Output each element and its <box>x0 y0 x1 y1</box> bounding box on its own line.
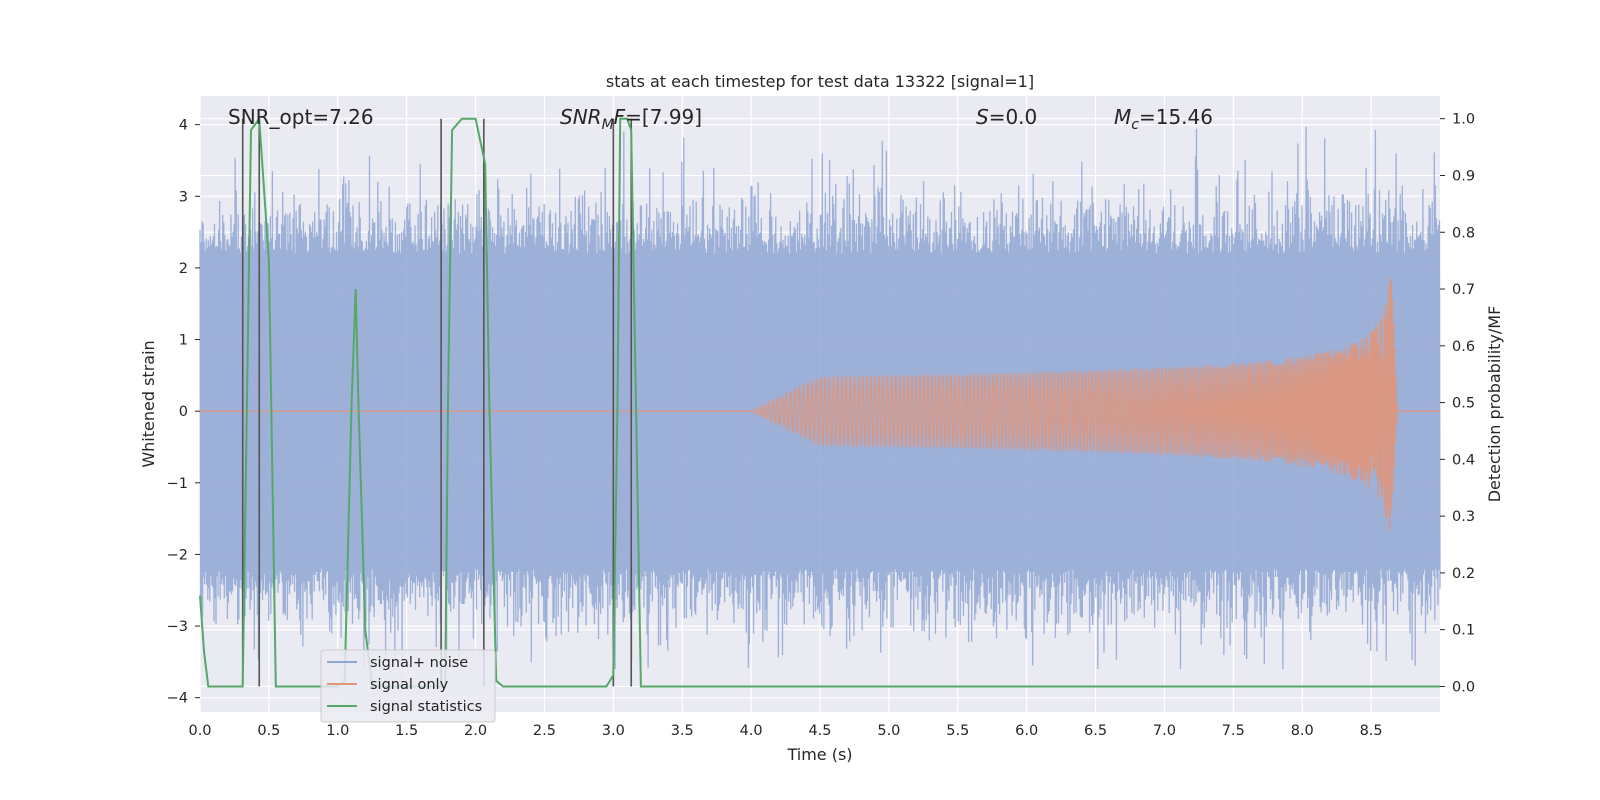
y2-tick-label: 1.0 <box>1452 112 1475 128</box>
x-tick-label: 8.0 <box>1291 723 1314 739</box>
snr-mf-subscript: M <box>602 117 614 133</box>
y2-tick-label: 0.8 <box>1452 225 1475 241</box>
y2-tick-label: 0.6 <box>1452 339 1475 355</box>
y-tick-label: −2 <box>167 547 188 563</box>
x-tick-label: 2.0 <box>464 723 487 739</box>
snr-mf-annotation: SNRMF=[7.99] <box>560 105 702 133</box>
signal-statistics-line <box>199 115 1440 688</box>
y-tick-label: −3 <box>167 619 188 635</box>
x-tick-label: 4.0 <box>740 723 763 739</box>
event-markers <box>241 118 633 687</box>
x-tick-label: 6.0 <box>1015 723 1038 739</box>
y2-tick-label: 0.9 <box>1452 168 1475 184</box>
snr-mf-f: F <box>614 105 626 129</box>
x-tick-label: 7.0 <box>1153 723 1176 739</box>
x-tick-label: 1.5 <box>395 723 418 739</box>
signal-only-series <box>200 278 1440 531</box>
x-tick-label: 5.5 <box>946 723 969 739</box>
y2-tick-label: 0.0 <box>1452 679 1475 695</box>
x-tick-label: 0.0 <box>188 723 211 739</box>
x-tick-label: 4.5 <box>808 723 831 739</box>
x-tick-label: 7.5 <box>1222 723 1245 739</box>
signal-only-line <box>200 278 1440 531</box>
y2-axis-label: Detection probability/MF <box>1485 306 1504 503</box>
y2-tick-label: 0.7 <box>1452 282 1475 298</box>
s-symbol: S <box>976 105 989 129</box>
y-tick-label: −4 <box>167 691 188 707</box>
snr-opt-annotation: SNR_opt=7.26 <box>228 105 374 129</box>
y2-tick-label: 0.5 <box>1452 396 1475 412</box>
signal-statistics-series <box>199 115 1440 688</box>
legend-label-signal-only: signal only <box>370 677 449 693</box>
x-tick-label: 5.0 <box>877 723 900 739</box>
legend-label-signal-statistics: signal statistics <box>370 699 482 715</box>
x-tick-label: 2.5 <box>533 723 556 739</box>
x-tick-label: 3.5 <box>671 723 694 739</box>
x-tick-label: 6.5 <box>1084 723 1107 739</box>
x-tick-label: 0.5 <box>257 723 280 739</box>
y-tick-label: −1 <box>167 476 188 492</box>
y-tick-label: 1 <box>179 333 188 349</box>
s-value: =0.0 <box>989 105 1038 129</box>
y-tick-label: 2 <box>179 261 188 277</box>
legend: signal+ noise signal only signal statist… <box>320 649 496 723</box>
y-tick-label: 4 <box>179 118 188 134</box>
y-axis-label: Whitened strain <box>139 340 158 467</box>
mc-annotation: Mc=15.46 <box>1114 105 1213 133</box>
y2-tick-label: 0.1 <box>1452 623 1475 639</box>
legend-label-signal-noise: signal+ noise <box>370 655 468 671</box>
mc-value: =15.46 <box>1139 105 1213 129</box>
y-ticks: 4 3 2 1 0 −1 −2 −3 −4 <box>167 118 200 707</box>
y2-tick-label: 0.3 <box>1452 509 1475 525</box>
x-axis-label: Time (s) <box>786 745 852 764</box>
x-tick-label: 3.0 <box>602 723 625 739</box>
mc-symbol: M <box>1114 105 1131 129</box>
y2-tick-label: 0.2 <box>1452 566 1475 582</box>
y2-tick-label: 0.4 <box>1452 452 1475 468</box>
y2-ticks: 1.0 0.9 0.8 0.7 0.6 0.5 0.4 0.3 0.2 0.1 0.0 <box>1440 112 1475 695</box>
snr-mf-value: =[7.99] <box>625 105 702 129</box>
x-tick-label: 8.5 <box>1360 723 1383 739</box>
legend-box <box>320 649 496 723</box>
x-ticks: 0.0 0.5 1.0 1.5 2.0 2.5 3.0 3.5 4.0 4.5 5.0 5.5 6.0 6… <box>188 723 1382 739</box>
y-tick-label: 3 <box>179 189 188 205</box>
s-annotation: S=0.0 <box>976 105 1037 129</box>
y-tick-label: 0 <box>179 404 188 420</box>
x-tick-label: 1.0 <box>326 723 349 739</box>
chart-title: stats at each timestep for test data 133… <box>606 72 1034 91</box>
mc-subscript: c <box>1131 117 1139 133</box>
snr-mf-symbol: SNR <box>560 105 602 129</box>
